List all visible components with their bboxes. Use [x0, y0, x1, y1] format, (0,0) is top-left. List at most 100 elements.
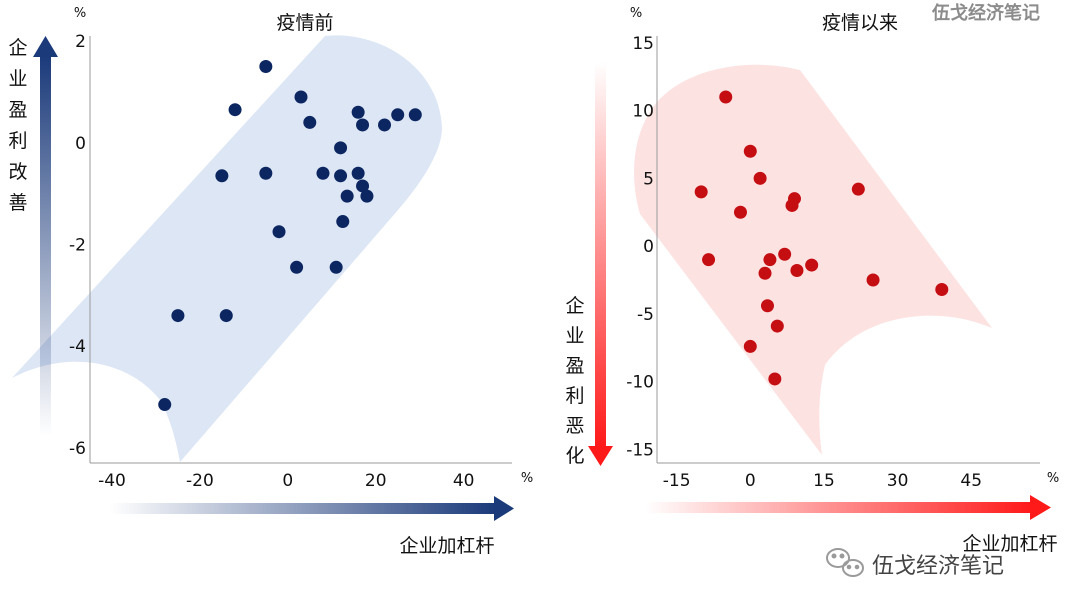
watermark: 伍戈经济笔记	[931, 2, 1040, 24]
x-tick-label: 0	[745, 471, 756, 491]
scatter-point	[743, 144, 757, 158]
left-x-arrow-shaft	[110, 503, 495, 514]
left-y-arrow-head	[33, 36, 58, 57]
axis-label-char: 盈	[565, 355, 584, 377]
y-tick-label: -6	[69, 439, 86, 459]
y-tick-label: -5	[637, 305, 654, 325]
right-y-unit: %	[630, 6, 642, 21]
scatter-point	[259, 166, 273, 180]
y-tick-label: -4	[69, 337, 86, 357]
scatter-point	[356, 179, 370, 193]
scatter-point	[334, 141, 348, 155]
right-x-arrow-head	[1030, 495, 1051, 520]
scatter-point	[702, 253, 716, 267]
scatter-point	[851, 182, 865, 196]
y-tick-label: 10	[632, 102, 654, 122]
left-x-arrow-head	[494, 496, 514, 521]
axis-label-char: 改	[8, 161, 27, 183]
scatter-point	[316, 166, 330, 180]
footer-brand: 伍戈经济笔记	[826, 548, 1004, 579]
scatter-point	[334, 169, 348, 183]
left-scatter-points	[158, 60, 422, 412]
scatter-point	[785, 198, 799, 212]
scatter-point	[329, 260, 343, 274]
right-scatter-points	[694, 90, 949, 386]
axis-label-char: 业	[565, 325, 584, 347]
scatter-point	[158, 398, 172, 412]
right-x-unit: %	[1047, 471, 1059, 486]
left-x-unit: %	[521, 471, 533, 486]
right-x-axis-label: 企业加杠杆	[962, 533, 1057, 555]
scatter-point	[340, 189, 354, 203]
scatter-point	[866, 273, 880, 287]
y-tick-label: 0	[643, 237, 654, 257]
scatter-point	[360, 189, 374, 203]
scatter-point	[694, 185, 708, 199]
x-tick-label: 45	[960, 471, 982, 491]
scatter-point	[215, 169, 229, 183]
left-y-ticks: 2 0 -2 -4 -6	[69, 32, 86, 459]
left-y-arrow-shaft	[40, 56, 51, 436]
left-highlight-band	[12, 35, 442, 462]
axis-label-char: 化	[565, 445, 584, 467]
axis-label-char: 利	[8, 130, 27, 152]
axis-label-char: 盈	[8, 99, 27, 121]
y-tick-label: -2	[69, 235, 86, 255]
right-x-ticks: -15 0 15 30 45	[663, 471, 982, 491]
x-tick-label: 40	[453, 471, 475, 491]
y-tick-label: 0	[75, 134, 86, 154]
x-tick-label: -15	[663, 471, 691, 491]
scatter-point	[719, 90, 733, 104]
right-x-arrow-shaft	[645, 502, 1030, 513]
axis-label-char: 恶	[565, 415, 584, 437]
right-y-arrow-shaft	[595, 62, 606, 447]
scatter-point	[219, 309, 233, 323]
x-tick-label: 0	[282, 471, 293, 491]
x-tick-label: 20	[365, 471, 387, 491]
axis-label-char: 善	[8, 192, 27, 214]
axis-label-char: 业	[8, 68, 27, 90]
scatter-point	[294, 90, 308, 104]
scatter-point	[743, 339, 757, 353]
x-tick-label: 15	[813, 471, 835, 491]
y-tick-label: 5	[643, 169, 654, 189]
scatter-point	[770, 319, 784, 333]
left-x-ticks: -40 -20 0 20 40	[98, 471, 474, 491]
footer-brand-text: 伍戈经济笔记	[872, 554, 1004, 579]
x-tick-label: -20	[186, 471, 214, 491]
scatter-point	[171, 309, 185, 323]
axis-label-char: 企	[8, 37, 27, 59]
scatter-point	[753, 171, 767, 185]
scatter-point	[391, 108, 405, 122]
x-tick-label: 30	[887, 471, 909, 491]
scatter-point	[351, 105, 365, 119]
scatter-point	[259, 60, 273, 73]
scatter-point	[760, 299, 774, 313]
scatter-point	[378, 118, 392, 132]
y-tick-label: -15	[626, 440, 654, 460]
y-tick-label: 2	[75, 32, 86, 52]
scatter-point	[303, 115, 317, 129]
scatter-point	[758, 266, 772, 280]
wechat-icon	[826, 548, 864, 577]
scatter-point	[768, 372, 782, 386]
y-tick-label: 15	[632, 34, 654, 54]
x-tick-label: -40	[98, 471, 126, 491]
scatter-point	[336, 215, 350, 229]
left-title: 疫情前	[276, 12, 333, 34]
scatter-point	[763, 253, 777, 267]
right-y-ticks: 15 10 5 0 -5 -10 -15	[626, 34, 654, 461]
scatter-point	[290, 260, 304, 274]
left-y-unit: %	[74, 6, 86, 21]
scatter-point	[935, 282, 949, 296]
scatter-point	[733, 205, 747, 219]
y-tick-label: -10	[626, 373, 654, 393]
left-x-axis-label: 企业加杠杆	[399, 535, 494, 557]
scatter-point	[805, 258, 819, 272]
scatter-point	[356, 118, 370, 132]
